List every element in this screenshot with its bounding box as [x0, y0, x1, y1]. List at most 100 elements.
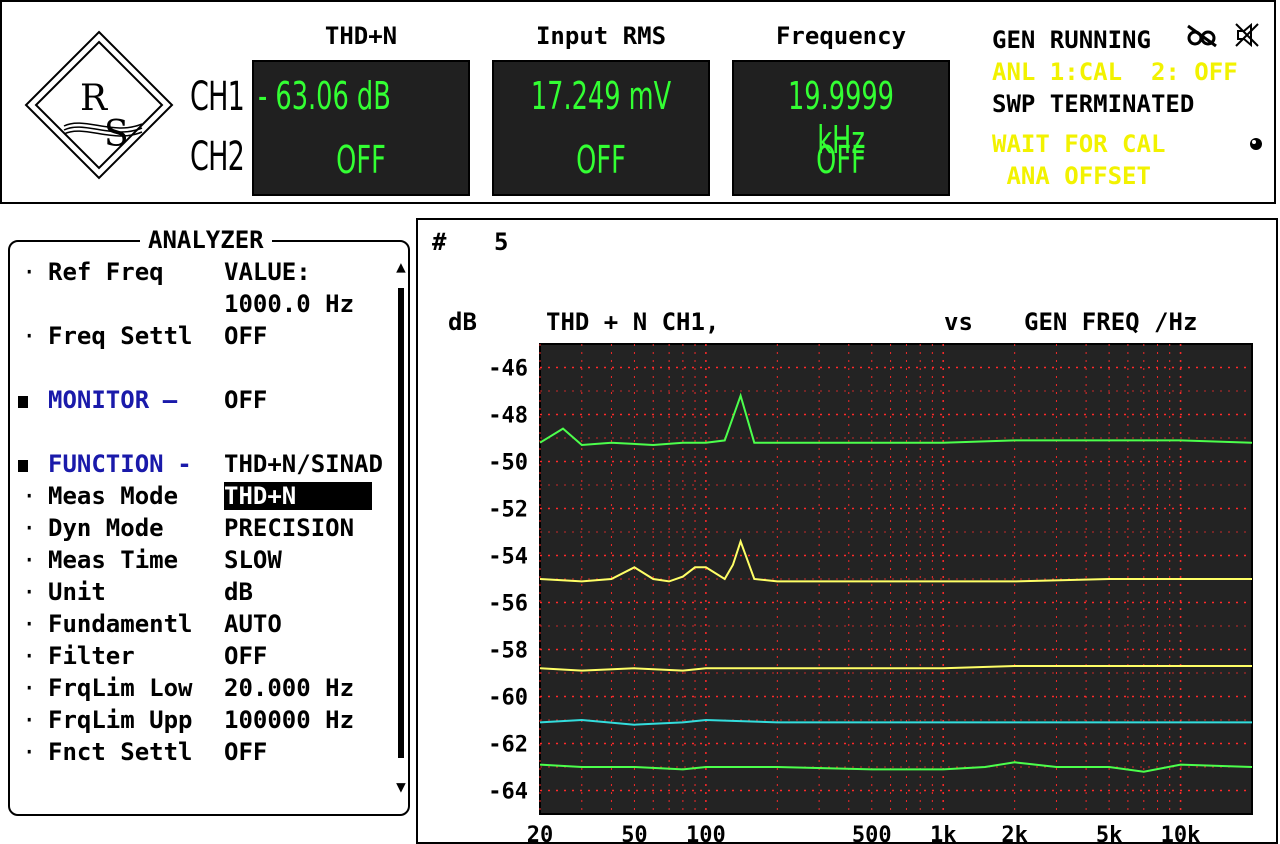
offset-status: ANA OFFSET — [992, 162, 1151, 190]
ch1-label: CH1 — [190, 74, 245, 120]
row-dash: - — [177, 450, 192, 478]
y-tick-label: -52 — [488, 498, 528, 523]
gen-status: GEN RUNNING — [992, 26, 1151, 54]
rohde-schwarz-logo: R S — [24, 30, 174, 180]
thdn-ch2-value: OFF — [336, 138, 386, 182]
row-bullet-icon: · — [22, 738, 37, 766]
row-bullet-icon: · — [22, 322, 37, 350]
row-value[interactable]: THD+N/SINAD — [224, 450, 383, 478]
row-value[interactable]: VALUE: — [224, 258, 311, 286]
analyzer-panel: ANALYZER · Ref Freq VALUE: 1000.0 Hz · Freq S… — [8, 226, 410, 816]
x-tick-label: 20 — [527, 823, 554, 842]
row-value[interactable]: 20.000 Hz — [224, 674, 355, 702]
row-bullet-icon: · — [22, 482, 37, 510]
row-bullet-icon: · — [22, 578, 37, 606]
y-tick-label: -46 — [488, 357, 528, 382]
graph-y-unit: dB — [448, 308, 477, 336]
row-label: FrqLim Upp — [48, 706, 193, 734]
analyzer-title: ANALYZER — [140, 226, 272, 254]
y-tick-label: -56 — [488, 592, 528, 617]
busy-indicator-icon — [1250, 138, 1262, 150]
x-tick-label: 100 — [686, 823, 726, 842]
row-value[interactable]: OFF — [224, 738, 268, 766]
row-label: Freq Settl — [48, 322, 193, 350]
input-rms-display: 17.249 mV OFF — [492, 60, 710, 196]
row-bullet-icon: · — [22, 514, 37, 542]
row-value[interactable]: 100000 Hz — [224, 706, 355, 734]
x-tick-label: 10k — [1161, 823, 1201, 842]
scrollbar-thumb[interactable] — [398, 288, 404, 758]
row-bullet-icon: · — [22, 706, 37, 734]
y-tick-label: -64 — [488, 780, 528, 805]
row-bullet-icon: · — [22, 642, 37, 670]
row-label: MONITOR — [48, 386, 150, 414]
series-line-2 — [539, 538, 1252, 583]
frequency-display-title: Frequency — [775, 22, 907, 50]
row-value[interactable]: 1000.0 Hz — [224, 290, 355, 318]
thdn-display-title: THD+N — [324, 22, 398, 50]
graph-title-left: THD + N CH1, — [546, 308, 720, 336]
series-line-4 — [539, 718, 1252, 726]
x-tick-label: 5k — [1096, 823, 1123, 842]
row-value[interactable]: dB — [224, 578, 253, 606]
series-line-5 — [539, 761, 1253, 773]
row-label: Ref Freq — [48, 258, 164, 286]
frequency-ch2-value: OFF — [816, 138, 866, 182]
graph-index-value: 5 — [494, 228, 509, 256]
row-dash: — — [162, 386, 178, 414]
y-tick-label: -54 — [488, 545, 528, 570]
y-tick-label: -60 — [488, 686, 528, 711]
row-label: Fnct Settl — [48, 738, 193, 766]
input-rms-ch2-value: OFF — [576, 138, 626, 182]
series-line-3 — [539, 665, 1252, 672]
row-value[interactable]: SLOW — [224, 546, 282, 574]
row-value[interactable]: OFF — [224, 642, 268, 670]
x-tick-label: 1k — [930, 823, 957, 842]
speaker-muted-icon — [1235, 22, 1259, 48]
frequency-display: 19.9999 kHz OFF — [732, 60, 950, 196]
logo-letter-r: R — [80, 78, 108, 119]
thdn-ch1-value: - 63.06 dB — [258, 74, 391, 118]
x-tick-label: 50 — [621, 823, 648, 842]
row-value[interactable]: AUTO — [224, 610, 282, 638]
input-rms-display-title: Input RMS — [535, 22, 667, 50]
graph-panel: # 5 dB THD + N CH1, vs GEN FREQ /Hz -46-… — [416, 218, 1278, 844]
row-label: FrqLim Low — [48, 674, 193, 702]
logo-letter-s: S — [104, 114, 129, 155]
row-label: Meas Mode — [48, 482, 179, 510]
row-label: Unit — [48, 578, 106, 606]
row-value[interactable]: PRECISION — [224, 514, 355, 542]
frequency-ch1-value: 19.9999 kHz — [787, 74, 895, 162]
scroll-up-arrow-icon[interactable]: ▲ — [396, 257, 406, 276]
row-label: Fundamentl — [48, 610, 193, 638]
row-bullet-icon: · — [22, 674, 37, 702]
anl-status: ANL 1:CAL 2: OFF — [992, 58, 1238, 86]
y-tick-label: -50 — [488, 451, 528, 476]
ch2-label: CH2 — [190, 134, 245, 180]
series-line-1 — [539, 392, 1253, 447]
row-label: FUNCTION — [48, 450, 164, 478]
y-tick-label: -62 — [488, 733, 528, 758]
row-value[interactable]: OFF — [224, 386, 268, 414]
selected-value[interactable]: THD+N — [224, 482, 373, 510]
section-marker-icon — [18, 460, 28, 472]
graph-title-right: GEN FREQ /Hz — [1024, 308, 1198, 336]
row-value[interactable]: OFF — [224, 322, 268, 350]
sweep-status: SWP TERMINATED — [992, 90, 1195, 118]
row-bullet-icon: · — [22, 546, 37, 574]
x-tick-label: 500 — [852, 823, 892, 842]
status-header: R S CH1 CH2 THD+N - 63.06 dB OFF Input R… — [0, 0, 1276, 204]
network-icon — [1187, 24, 1217, 48]
scroll-down-arrow-icon[interactable]: ▼ — [396, 777, 406, 796]
row-label: Dyn Mode — [48, 514, 164, 542]
thdn-display: - 63.06 dB OFF — [252, 60, 470, 196]
graph-title-vs: vs — [944, 308, 973, 336]
graph-index-label: # — [432, 228, 447, 256]
section-marker-icon — [18, 396, 28, 408]
input-rms-ch1-value: 17.249 mV — [530, 74, 672, 118]
y-tick-label: -48 — [488, 404, 528, 429]
y-tick-label: -58 — [488, 639, 528, 664]
row-label: Meas Time — [48, 546, 179, 574]
row-bullet-icon: · — [22, 258, 37, 286]
thdn-sweep-chart: -46 -48 -50 -52 -54 -56 -58 -60 -62 -64 20 50 100 500… — [488, 343, 1253, 842]
